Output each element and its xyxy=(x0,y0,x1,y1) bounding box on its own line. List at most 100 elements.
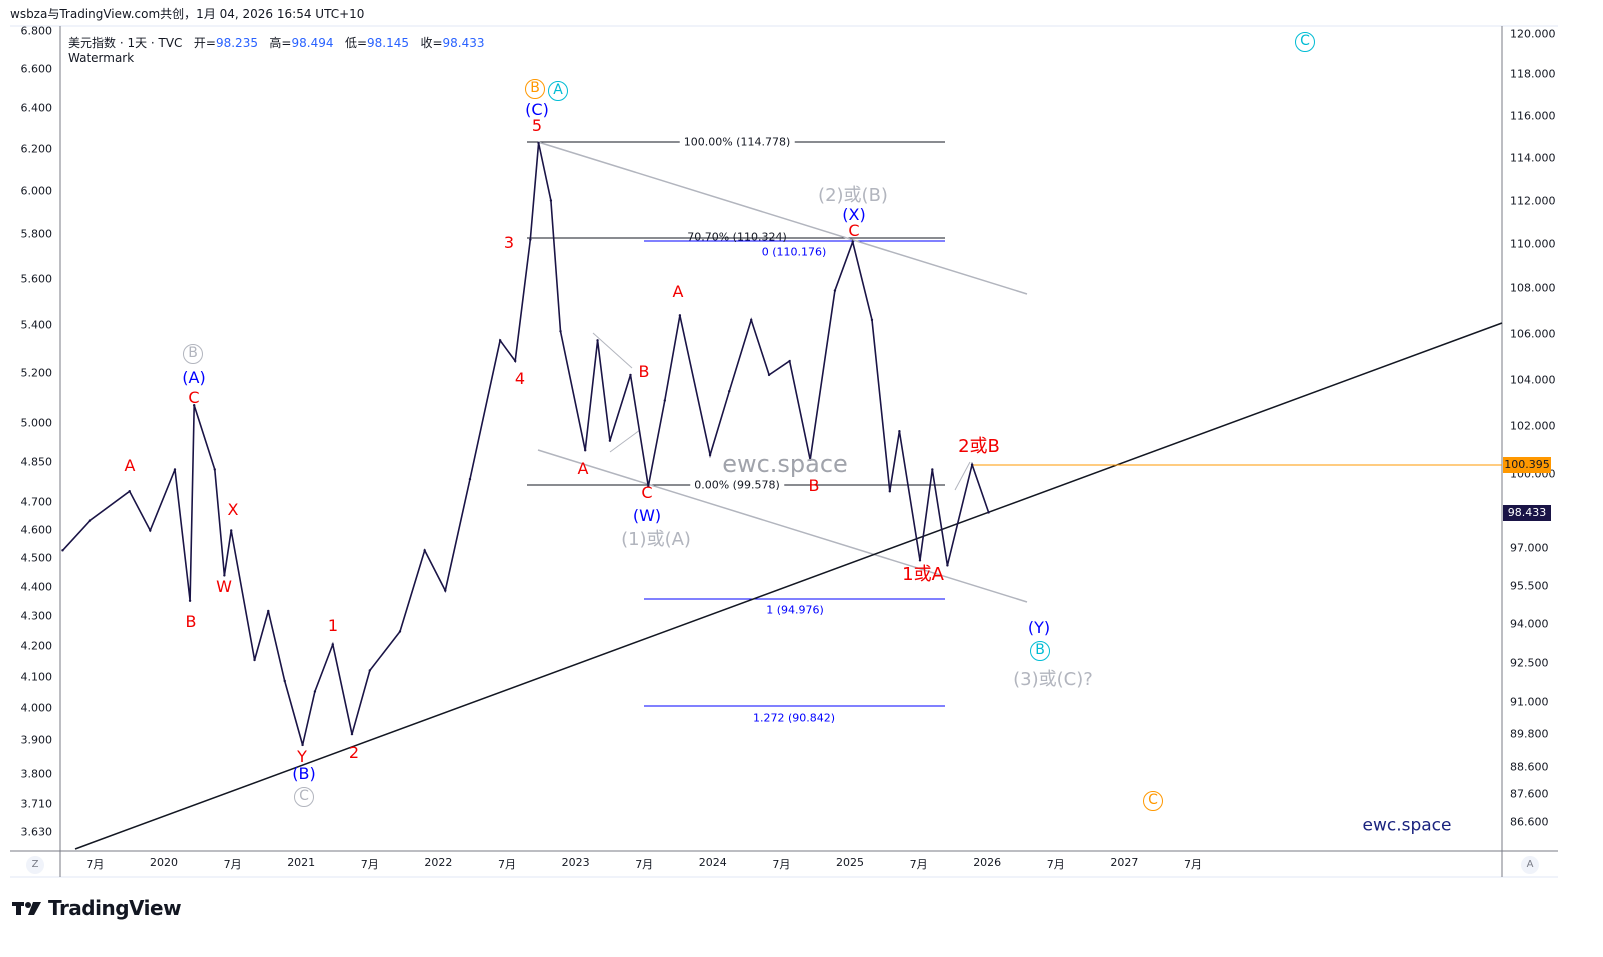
wave-label[interactable]: A xyxy=(672,282,684,301)
left-axis-tick: 4.200 xyxy=(20,639,53,653)
wave-label[interactable]: (W) xyxy=(632,506,662,525)
time-axis-tick: 2025 xyxy=(836,856,864,869)
price-point xyxy=(549,199,553,202)
time-axis-tick: 7月 xyxy=(223,858,242,871)
right-axis-tick: 94.000 xyxy=(1510,617,1549,631)
wave-label[interactable]: B xyxy=(808,476,820,495)
price-point xyxy=(213,468,216,471)
right-axis-tick: 110.000 xyxy=(1510,237,1556,251)
wave-label-circled[interactable]: C xyxy=(294,787,314,807)
wave-label[interactable]: (C) xyxy=(525,100,549,119)
symbol-name[interactable]: 美元指数 · 1天 · TVC xyxy=(68,36,183,50)
left-axis-tick: 5.400 xyxy=(20,318,53,332)
wave-label[interactable]: C xyxy=(188,388,200,407)
price-point xyxy=(851,240,854,244)
wave-label[interactable]: 2 xyxy=(348,743,360,762)
price-point xyxy=(267,609,270,613)
wave-label[interactable]: A xyxy=(124,456,136,475)
center-watermark: ewc.space xyxy=(722,450,848,478)
price-point xyxy=(987,511,990,514)
wave-label[interactable]: C xyxy=(848,221,860,240)
time-axis-tick: 2023 xyxy=(561,856,590,869)
left-axis-tick: 6.800 xyxy=(20,24,53,38)
wave-label[interactable]: (1)或(A) xyxy=(621,529,691,550)
wave-label[interactable]: 3 xyxy=(503,233,515,252)
price-point xyxy=(192,404,196,407)
wave-label-circled[interactable]: B xyxy=(1030,641,1050,661)
left-axis-tick: 5.800 xyxy=(20,227,53,241)
wave-label[interactable]: B xyxy=(185,612,197,631)
left-axis-tick: 3.630 xyxy=(20,825,53,839)
wave-label[interactable]: 5 xyxy=(531,116,543,135)
time-axis-tick: 7月 xyxy=(1184,858,1202,871)
right-axis-tick: 112.000 xyxy=(1510,194,1556,208)
wave-label[interactable]: W xyxy=(216,577,232,596)
auto-scale-toggle[interactable]: A xyxy=(1521,856,1539,874)
wave-label-circled[interactable]: B xyxy=(183,344,203,364)
price-point xyxy=(584,449,587,452)
wave-label[interactable]: (B) xyxy=(292,764,316,783)
low-label: 低= xyxy=(344,36,367,50)
wave-label[interactable]: 2或B xyxy=(958,436,1000,457)
right-axis-tick: 91.000 xyxy=(1510,695,1549,709)
right-axis-tick: 114.000 xyxy=(1510,151,1556,165)
time-axis-tick: 2020 xyxy=(150,856,178,869)
wave-label[interactable]: 4 xyxy=(514,369,526,388)
price-point xyxy=(678,314,682,317)
channel-upper-line[interactable] xyxy=(537,141,1028,295)
price-point xyxy=(931,468,934,471)
wave-label[interactable]: C xyxy=(641,483,653,502)
wave-label[interactable]: 1或A xyxy=(902,564,944,585)
wave-label[interactable]: Y xyxy=(297,747,307,766)
price-point xyxy=(608,439,612,442)
wave-label[interactable]: (A) xyxy=(182,368,206,387)
price-point xyxy=(750,318,753,322)
wave-label-circled[interactable]: A xyxy=(548,81,568,101)
time-axis-tick: 7月 xyxy=(360,858,379,871)
price-point xyxy=(444,589,447,592)
tradingview-logo[interactable]: TradingView xyxy=(12,896,182,920)
wave-label[interactable]: 1 xyxy=(327,616,339,635)
time-axis-tick: 7月 xyxy=(635,858,654,871)
wave-guide-line xyxy=(609,429,641,453)
wave-guide-line xyxy=(592,332,633,369)
price-point xyxy=(230,529,233,532)
left-axis-tick: 3.710 xyxy=(20,797,53,811)
right-axis-tick: 89.800 xyxy=(1510,727,1549,741)
price-point xyxy=(708,453,712,457)
wave-label-circled[interactable]: C xyxy=(1295,32,1315,52)
channel-lower-line[interactable] xyxy=(537,449,1028,603)
price-point xyxy=(313,690,317,693)
left-axis-tick: 5.600 xyxy=(20,272,53,286)
wave-label[interactable]: B xyxy=(638,362,650,381)
left-axis-tick: 6.600 xyxy=(20,62,53,76)
time-axis-tick: 2027 xyxy=(1110,856,1139,869)
price-point xyxy=(423,549,426,552)
price-point xyxy=(918,559,922,562)
left-axis-tick: 5.000 xyxy=(20,416,53,430)
wave-label[interactable]: (Y) xyxy=(1027,618,1051,637)
log-scale-toggle-left[interactable]: Z xyxy=(26,856,44,874)
price-point xyxy=(663,399,666,402)
wave-label[interactable]: A xyxy=(577,459,589,478)
price-point xyxy=(301,743,304,747)
wave-label-circled[interactable]: C xyxy=(1143,791,1163,811)
price-point xyxy=(788,359,791,363)
left-axis-tick: 6.200 xyxy=(20,142,53,156)
fib-label: 0.00% (99.578) xyxy=(690,478,784,492)
price-point xyxy=(188,599,192,602)
wave-label[interactable]: (X) xyxy=(842,205,866,224)
price-point xyxy=(350,732,354,736)
wave-label-circled[interactable]: B xyxy=(525,79,545,99)
price-point xyxy=(529,238,532,241)
wave-label[interactable]: (3)或(C)? xyxy=(1013,669,1093,690)
price-point xyxy=(629,373,632,377)
time-axis-tick: 7月 xyxy=(909,858,928,871)
wave-label[interactable]: X xyxy=(227,500,239,519)
long-term-trendline[interactable] xyxy=(74,322,1503,850)
wave-label[interactable]: (2)或(B) xyxy=(818,185,888,206)
price-point xyxy=(833,289,837,292)
high-value: 98.494 xyxy=(291,36,334,50)
price-point xyxy=(498,339,502,342)
